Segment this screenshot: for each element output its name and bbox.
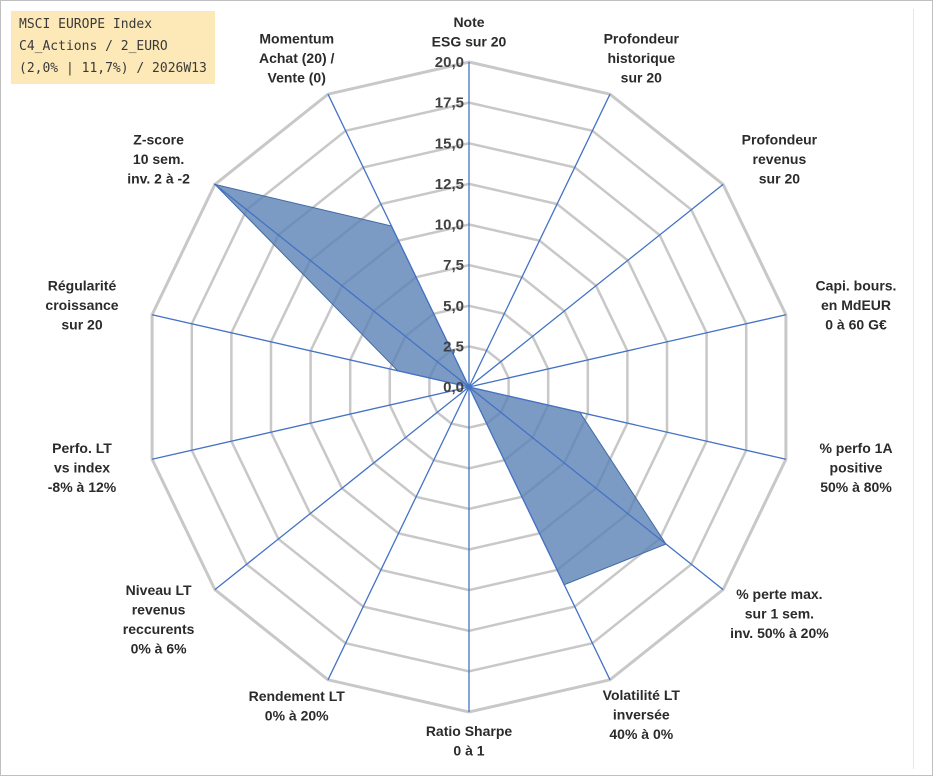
axis-label-6: Volatilité LT inversée 40% à 0% — [603, 687, 681, 742]
chart-title-line-1: MSCI EUROPE Index — [19, 17, 153, 32]
axis-label-line: Achat (20) / — [259, 50, 335, 66]
axis-label-line: Perfo. LT — [52, 440, 112, 456]
axis-label-1: Profondeur historique sur 20 — [604, 31, 680, 86]
tick-label: 15,0 — [435, 135, 464, 152]
chart-title-line-3: (2,0% | 11,7%) / 2026W13 — [19, 61, 207, 76]
axis-label-line: Profondeur — [742, 132, 818, 148]
axis-label-11: Régularité croissance sur 20 — [45, 278, 118, 333]
axis-label-12: Z-score 10 sem. inv. 2 à -2 — [127, 132, 190, 187]
tick-label: 2,5 — [443, 338, 464, 355]
axis-label-line: revenus — [753, 151, 807, 167]
axis-label-line: ESG sur 20 — [432, 34, 507, 50]
axis-label-line: sur 1 sem. — [745, 605, 814, 621]
tick-label: 17,5 — [435, 95, 464, 112]
axis-label-line: positive — [830, 459, 883, 475]
axis-label-3: Capi. bours. en MdEUR 0 à 60 G€ — [816, 278, 897, 333]
axis-label-line: Momentum — [259, 31, 334, 47]
axis-spoke — [327, 386, 470, 681]
axis-label-10: Perfo. LT vs index -8% à 12% — [48, 440, 117, 495]
axis-label-line: -8% à 12% — [48, 479, 117, 495]
axis-label-line: Z-score — [133, 132, 184, 148]
axis-label-line: 10 sem. — [133, 151, 184, 167]
axis-label-8: Rendement LT 0% à 20% — [249, 688, 346, 724]
axis-label-line: Note — [453, 14, 484, 30]
axis-label-line: Régularité — [48, 278, 117, 294]
axis-spoke — [214, 386, 470, 591]
axis-spoke — [468, 93, 611, 388]
axis-label-line: Volatilité LT — [603, 687, 681, 703]
scrollbar-track — [913, 9, 924, 769]
data-series-area — [213, 183, 667, 586]
axis-label-line: inv. 50% à 20% — [730, 625, 829, 641]
chart-title-box: MSCI EUROPE Index C4_Actions / 2_EURO (2… — [11, 11, 215, 84]
axis-label-line: 40% à 0% — [609, 726, 673, 742]
axis-spoke — [151, 386, 470, 460]
axis-label-line: Ratio Sharpe — [426, 723, 513, 739]
axis-label-line: 0 à 1 — [453, 743, 484, 759]
tick-label: 20,0 — [435, 54, 464, 71]
tick-label: 7,5 — [443, 257, 464, 274]
axis-label-5: % perte max. sur 1 sem. inv. 50% à 20% — [730, 586, 829, 641]
axis-label-line: sur 20 — [61, 317, 102, 333]
axis-spoke — [468, 314, 787, 388]
axis-label-4: % perfo 1A positive 50% à 80% — [819, 440, 892, 495]
tick-label: 5,0 — [443, 298, 464, 315]
tick-label: 12,5 — [435, 176, 464, 193]
axis-label-line: vs index — [54, 459, 110, 475]
axis-label-7: Ratio Sharpe 0 à 1 — [426, 723, 513, 759]
axis-label-line: croissance — [45, 297, 118, 313]
axis-spoke — [151, 314, 470, 388]
tick-label: 10,0 — [435, 217, 464, 234]
axis-label-line: inversée — [613, 706, 670, 722]
axis-spoke — [468, 386, 724, 591]
axis-label-9: Niveau LT revenus reccurents 0% à 6% — [123, 582, 195, 657]
axis-label-line: Profondeur — [604, 31, 680, 47]
axis-label-line: Rendement LT — [249, 688, 346, 704]
axis-label-line: Vente (0) — [268, 70, 326, 86]
axis-label-line: en MdEUR — [821, 297, 891, 313]
axis-label-line: % perfo 1A — [819, 440, 892, 456]
axis-label-line: 50% à 80% — [820, 479, 892, 495]
axis-label-13: Momentum Achat (20) / Vente (0) — [259, 31, 335, 86]
axis-label-line: 0% à 20% — [265, 707, 329, 723]
tick-label: 0,0 — [443, 379, 464, 396]
axis-spoke — [214, 183, 470, 388]
axis-label-line: 0 à 60 G€ — [825, 317, 887, 333]
axis-label-line: sur 20 — [621, 70, 662, 86]
axis-label-line: inv. 2 à -2 — [127, 171, 190, 187]
axis-spoke — [468, 386, 787, 460]
axis-spoke — [468, 386, 611, 681]
chart-title-line-2: C4_Actions / 2_EURO — [19, 39, 168, 54]
axis-label-line: revenus — [132, 602, 186, 618]
axis-label-0: Note ESG sur 20 — [432, 14, 507, 50]
axis-label-line: reccurents — [123, 621, 195, 637]
axis-label-line: Capi. bours. — [816, 278, 897, 294]
axis-label-2: Profondeur revenus sur 20 — [742, 132, 818, 187]
axis-label-line: sur 20 — [759, 171, 800, 187]
axis-spoke — [468, 183, 724, 388]
axis-label-line: historique — [607, 50, 675, 66]
axis-label-line: Niveau LT — [126, 582, 192, 598]
axis-label-line: 0% à 6% — [131, 641, 188, 657]
axis-label-line: % perte max. — [736, 586, 822, 602]
axis-spoke — [327, 93, 470, 388]
